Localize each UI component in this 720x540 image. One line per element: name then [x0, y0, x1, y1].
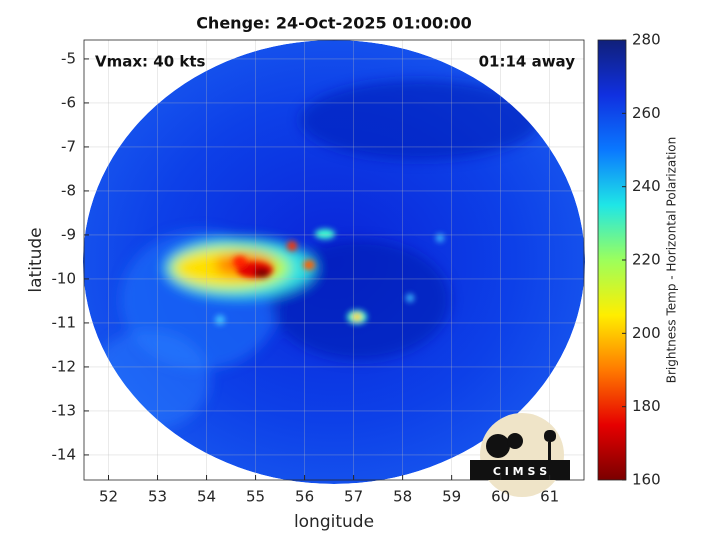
y-tick-label: -12 — [52, 357, 77, 375]
y-tick-label: -5 — [61, 49, 76, 67]
y-tick-label: -13 — [52, 401, 77, 419]
plot-frame — [83, 39, 585, 481]
y-tick-label: -6 — [61, 93, 76, 111]
colorbar-tick-label: 160 — [632, 471, 661, 489]
grid — [84, 40, 584, 480]
x-tick-label: 57 — [344, 488, 363, 506]
colorbar-tick-label: 220 — [632, 251, 661, 269]
colorbar-tick-label: 240 — [632, 177, 661, 195]
y-tick-label: -7 — [61, 137, 76, 155]
y-tick-label: -11 — [52, 313, 77, 331]
annotation: Vmax: 40 kts — [95, 53, 205, 71]
colorbar-tick-label: 200 — [632, 324, 661, 342]
x-axis-label: longitude — [294, 512, 374, 532]
x-tick-label: 60 — [491, 488, 510, 506]
satellite-image — [83, 40, 585, 484]
annotation: 01:14 away — [479, 53, 576, 71]
colorbar-label: Brightness Temp - Horizontal Polarizatio… — [665, 137, 679, 384]
y-axis-label: latitude — [26, 227, 46, 292]
colorbar-tick-label: 280 — [632, 31, 661, 49]
x-tick-label: 53 — [148, 488, 167, 506]
x-tick-label: 58 — [393, 488, 412, 506]
x-tick-label: 52 — [99, 488, 118, 506]
y-tick-label: -10 — [52, 269, 77, 287]
x-tick-label: 56 — [295, 488, 314, 506]
colorbar — [597, 39, 627, 481]
y-tick-label: -9 — [61, 225, 76, 243]
y-tick-label: -8 — [61, 181, 76, 199]
logo-text: C I M S S — [493, 465, 547, 478]
colorbar-tick-label: 260 — [632, 104, 661, 122]
x-tick-label: 54 — [197, 488, 216, 506]
x-tick-label: 59 — [442, 488, 461, 506]
x-tick-label: 61 — [540, 488, 559, 506]
y-tick-label: -14 — [52, 445, 77, 463]
colorbar-tick-label: 180 — [632, 397, 661, 415]
x-tick-label: 55 — [246, 488, 265, 506]
chart-title: Chenge: 24-Oct-2025 01:00:00 — [196, 14, 472, 33]
